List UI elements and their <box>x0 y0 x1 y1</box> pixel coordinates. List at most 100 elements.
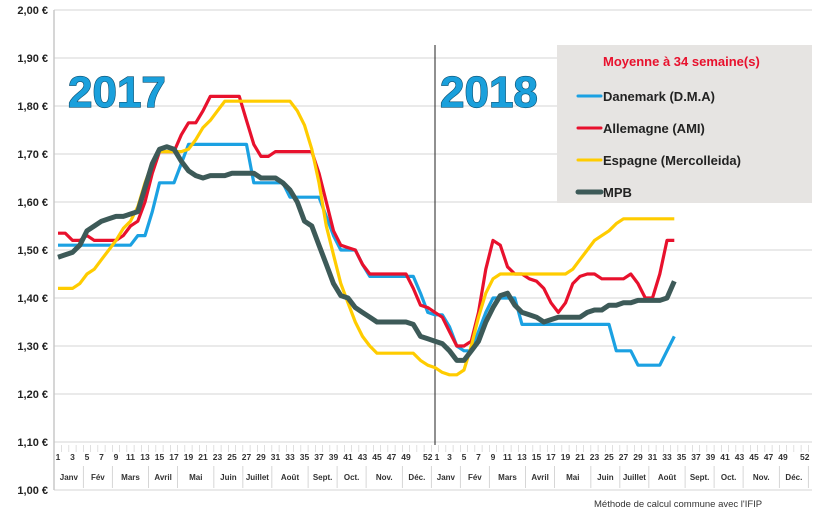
week-tick-label: 39 <box>329 452 339 462</box>
month-label: Sept. <box>690 473 710 482</box>
week-tick-label: 15 <box>532 452 542 462</box>
legend: Moyenne à 34 semaine(s) Danemark (D.M.A)… <box>557 45 812 203</box>
week-tick-label: 43 <box>358 452 368 462</box>
week-tick-label: 41 <box>343 452 353 462</box>
y-tick-label: 1,90 € <box>17 53 48 65</box>
week-tick-label: 3 <box>447 452 452 462</box>
month-label: Déc. <box>408 473 425 482</box>
week-tick-label: 33 <box>662 452 672 462</box>
y-tick-label: 1,20 € <box>17 389 48 401</box>
y-tick-label: 2,00 € <box>17 5 48 17</box>
y-tick-label: 1,10 € <box>17 437 48 449</box>
month-label: Juin <box>597 473 614 482</box>
month-label: Oct. <box>721 473 737 482</box>
month-label: Janv <box>60 473 79 482</box>
month-label: Sept. <box>313 473 333 482</box>
month-label: Juillet <box>246 473 269 482</box>
week-tick-label: 29 <box>633 452 643 462</box>
month-label: Fév <box>468 473 482 482</box>
week-tick-label: 39 <box>706 452 716 462</box>
month-label: Juin <box>220 473 237 482</box>
footnote: Méthode de calcul commune avec l'IFIP <box>594 499 762 510</box>
month-label: Mai <box>189 473 202 482</box>
week-tick-label: 29 <box>256 452 266 462</box>
month-label: Mars <box>498 473 517 482</box>
week-tick-label: 7 <box>476 452 481 462</box>
month-label: Nov. <box>753 473 770 482</box>
week-tick-label: 41 <box>720 452 730 462</box>
week-tick-label: 25 <box>604 452 614 462</box>
y-tick-label: 1,30 € <box>17 341 48 353</box>
series-lines <box>57 94 677 377</box>
week-tick-label: 45 <box>372 452 382 462</box>
month-label: Nov. <box>376 473 393 482</box>
legend-label: MPB <box>603 185 632 200</box>
week-tick-label: 9 <box>114 452 119 462</box>
week-tick-label: 49 <box>778 452 788 462</box>
week-tick-label: 52 <box>423 452 433 462</box>
week-tick-label: 7 <box>99 452 104 462</box>
week-tick-label: 47 <box>387 452 397 462</box>
month-label: Août <box>281 473 300 482</box>
week-tick-label: 31 <box>648 452 658 462</box>
week-tick-label: 43 <box>735 452 745 462</box>
week-tick-label: 27 <box>619 452 629 462</box>
month-label: Juillet <box>623 473 646 482</box>
x-axis: 1 3 5 7 9 11 13 15 17 19 21 23 25 27 29 31 33 35 37 39 41 43 4… <box>56 445 810 488</box>
week-tick-label: 17 <box>546 452 556 462</box>
month-label: Oct. <box>344 473 360 482</box>
week-tick-label: 52 <box>800 452 810 462</box>
week-tick-label: 47 <box>764 452 774 462</box>
month-label: Avril <box>154 473 172 482</box>
month-label: Mars <box>121 473 140 482</box>
week-tick-label: 35 <box>300 452 310 462</box>
week-tick-label: 1 <box>56 452 61 462</box>
week-tick-label: 21 <box>575 452 585 462</box>
week-tick-label: 13 <box>140 452 150 462</box>
week-tick-label: 49 <box>401 452 411 462</box>
legend-label: Allemagne (AMI) <box>603 121 705 136</box>
week-tick-label: 37 <box>691 452 701 462</box>
y-tick-label: 1,60 € <box>17 197 48 209</box>
week-tick-label: 19 <box>561 452 571 462</box>
week-tick-label: 31 <box>271 452 281 462</box>
y-tick-label: 1,40 € <box>17 293 48 305</box>
week-tick-label: 1 <box>435 452 440 462</box>
week-tick-label: 11 <box>126 452 135 462</box>
week-tick-label: 11 <box>503 452 512 462</box>
week-tick-label: 9 <box>491 452 496 462</box>
week-tick-label: 15 <box>155 452 165 462</box>
week-tick-label: 37 <box>314 452 324 462</box>
year-label-2018: 2018 <box>440 68 538 117</box>
y-tick-label: 1,80 € <box>17 101 48 113</box>
week-tick-label: 21 <box>198 452 208 462</box>
legend-title: Moyenne à 34 semaine(s) <box>603 54 760 69</box>
legend-box <box>557 45 812 203</box>
week-tick-label: 27 <box>242 452 252 462</box>
month-label: Août <box>658 473 677 482</box>
week-tick-label: 35 <box>677 452 687 462</box>
series-line-mpb <box>57 144 677 363</box>
gridlines <box>54 9 812 491</box>
month-label: Avril <box>531 473 549 482</box>
month-label: Déc. <box>785 473 802 482</box>
year-label-2017: 2017 <box>68 68 166 117</box>
week-tick-label: 45 <box>749 452 759 462</box>
legend-label: Danemark (D.M.A) <box>603 89 715 104</box>
week-tick-label: 25 <box>227 452 237 462</box>
week-tick-label: 5 <box>462 452 467 462</box>
month-label: Fév <box>91 473 105 482</box>
y-tick-label: 1,70 € <box>17 149 48 161</box>
week-tick-label: 3 <box>70 452 75 462</box>
week-tick-label: 5 <box>85 452 90 462</box>
month-label: Mai <box>566 473 579 482</box>
week-tick-label: 13 <box>517 452 527 462</box>
y-axis: 2,00 € 1,90 € 1,80 € 1,70 € 1,60 € 1,50 € 1,40… <box>17 5 55 497</box>
week-tick-label: 23 <box>213 452 223 462</box>
legend-label: Espagne (Mercolleida) <box>603 153 741 168</box>
week-tick-label: 19 <box>184 452 194 462</box>
week-tick-label: 33 <box>285 452 295 462</box>
month-label: Janv <box>437 473 456 482</box>
y-tick-label: 1,50 € <box>17 245 48 257</box>
